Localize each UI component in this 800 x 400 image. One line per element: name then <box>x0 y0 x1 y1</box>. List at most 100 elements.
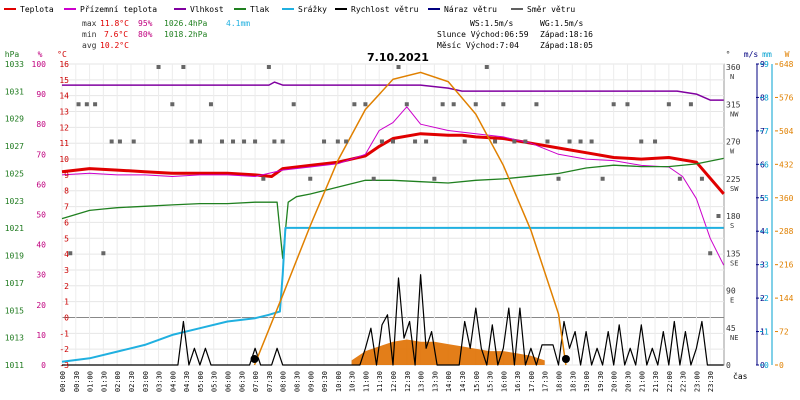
x-tick-label: 21:00 <box>638 371 646 392</box>
wind-direction-point <box>335 139 340 144</box>
axis-compass-deg: SW <box>730 185 739 193</box>
axis-tick-pct: 70 <box>36 150 46 159</box>
axis-tick-temp: 4 <box>64 250 69 259</box>
axis-tick-pct: 20 <box>36 301 46 310</box>
x-tick-label: 21:30 <box>652 371 660 392</box>
axis-tick-hpa: 1027 <box>5 142 24 151</box>
axis-compass-deg: W <box>730 148 735 156</box>
wind-direction-point <box>545 139 550 144</box>
wind-direction-point <box>440 102 445 107</box>
wind-direction-point <box>523 139 528 144</box>
x-tick-label: 18:30 <box>569 371 577 392</box>
wind-direction-point <box>462 139 467 144</box>
stat-min-hum: 80% <box>138 30 153 39</box>
x-tick-label: 15:30 <box>487 371 495 392</box>
x-tick-label: 00:30 <box>73 371 81 392</box>
x-tick-label: 17:30 <box>542 371 550 392</box>
wind-direction-point <box>308 176 313 181</box>
axis-unit-hpa: hPa <box>5 50 20 59</box>
x-tick-label: 22:30 <box>680 371 688 392</box>
wind-direction-point <box>266 65 271 69</box>
line-layer <box>61 71 725 366</box>
x-tick-label: 08:30 <box>293 371 301 392</box>
wind-direction-point <box>181 65 186 69</box>
wind-direction-point <box>625 102 630 107</box>
axis-tick-w: 0 <box>779 361 784 370</box>
wind-direction-point <box>76 102 81 107</box>
axis-tick-deg: 45 <box>726 324 736 333</box>
axis-tick-mm: 2 <box>764 294 769 303</box>
wind-direction-point <box>208 102 213 107</box>
wind-direction-point <box>611 102 616 107</box>
axis-unit-temp: °C <box>57 50 67 59</box>
x-tick-label: 01:30 <box>100 371 108 392</box>
x-tick-label: 16:00 <box>500 371 508 392</box>
axis-tick-temp: 7 <box>64 203 69 212</box>
axis-tick-w: 72 <box>779 328 789 337</box>
axis-tick-temp: 15 <box>59 76 69 85</box>
x-tick-label: 07:30 <box>266 371 274 392</box>
x-tick-label: 05:30 <box>211 371 219 392</box>
axis-tick-mm: 6 <box>764 160 769 169</box>
axis-tick-hpa: 1025 <box>5 169 24 178</box>
wind-direction-point <box>156 65 161 69</box>
axis-tick-pct: 90 <box>36 90 46 99</box>
sun-event-marker <box>561 355 570 363</box>
legend-label: Srážky <box>298 5 327 14</box>
legend-label: Rychlost větru <box>351 5 419 14</box>
info-sunrise: Slunce Východ:06:59 <box>437 30 529 39</box>
axis-tick-temp: 2 <box>64 282 69 291</box>
wind-direction-point <box>291 102 296 107</box>
legend: Teplota Přízemní teplota Vlhkost Tlak Srážky… <box>4 5 575 14</box>
wind-direction-point <box>93 102 98 107</box>
info-sunset: Západ:18:16 <box>540 30 593 39</box>
axis-tick-mm: 0 <box>764 361 769 370</box>
axis-compass-deg: E <box>730 297 734 305</box>
wind-direction-point <box>639 139 644 144</box>
wind-direction-point <box>280 139 285 144</box>
axis-tick-w: 648 <box>779 60 794 69</box>
sun-event-marker <box>250 355 259 363</box>
wind-direction-point <box>666 102 671 107</box>
x-tick-label: 05:00 <box>197 371 205 392</box>
wind-direction-point <box>413 139 418 144</box>
axis-unit-deg: ° <box>726 50 731 59</box>
axis-tick-deg: 270 <box>726 138 741 147</box>
axis-tick-mm: 5 <box>764 194 769 203</box>
x-tick-label: 01:00 <box>87 371 95 392</box>
wind-direction-point <box>484 65 489 69</box>
x-tick-label: 20:30 <box>624 371 632 392</box>
axis-compass-deg: NE <box>730 334 738 342</box>
axes: 00:00 00:30 01:00 01:30 02:00 02:30 03:00 03:30… <box>5 50 794 392</box>
axis-tick-temp: 3 <box>64 266 69 275</box>
wind-direction-point <box>600 176 605 181</box>
axis-tick-w: 360 <box>779 194 794 203</box>
wind-direction-point <box>556 176 561 181</box>
axis-tick-hpa: 1033 <box>5 60 24 69</box>
stat-max-rain: 4.1mm <box>226 19 250 28</box>
wind-direction-point <box>242 139 247 144</box>
axis-tick-pct: 40 <box>36 241 46 250</box>
x-tick-label: 23:30 <box>707 371 715 392</box>
wind-direction-point <box>699 176 704 181</box>
wind-direction-point <box>272 139 277 144</box>
axis-tick-deg: 180 <box>726 212 741 221</box>
axis-tick-w: 144 <box>779 294 794 303</box>
wind-direction-point <box>578 139 583 144</box>
axis-tick-deg: 225 <box>726 175 741 184</box>
x-tick-label: 04:30 <box>183 371 191 392</box>
wind-direction-point <box>253 139 258 144</box>
info-wg: WG:1.5m/s <box>540 19 584 28</box>
axis-compass-deg: N <box>730 73 734 81</box>
axis-tick-temp: 8 <box>64 187 69 196</box>
axis-tick-hpa: 1021 <box>5 224 24 233</box>
x-tick-label: 19:30 <box>597 371 605 392</box>
stat-max-label: max <box>82 19 97 28</box>
wind-direction-point <box>117 139 122 144</box>
x-tick-label: 10:30 <box>349 371 357 392</box>
stat-avg-temp: 10.2°C <box>100 41 129 50</box>
wind-direction-point <box>396 65 401 69</box>
axis-tick-deg: 135 <box>726 249 741 258</box>
